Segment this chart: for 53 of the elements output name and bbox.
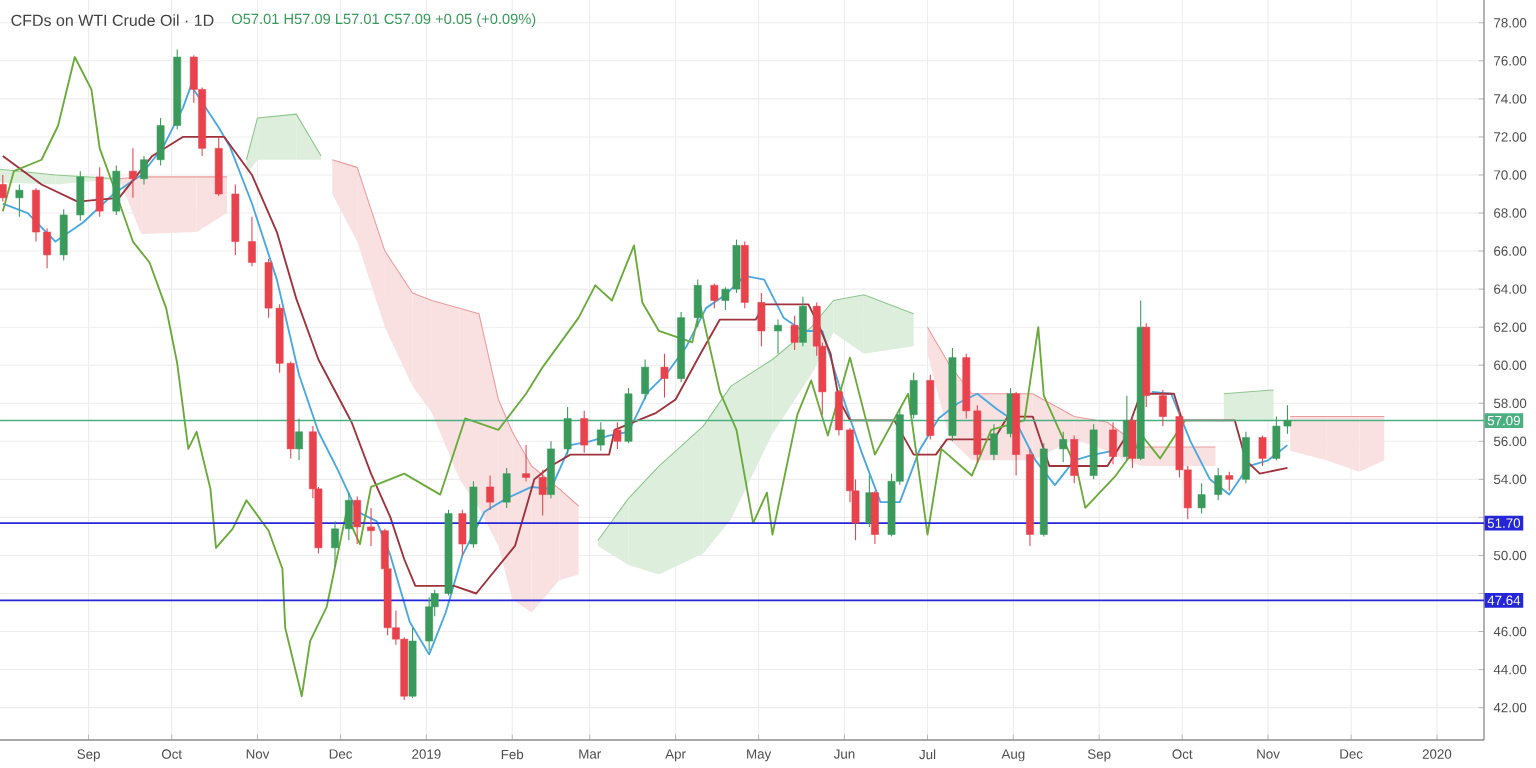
candlestick xyxy=(990,423,998,461)
candlestick xyxy=(156,117,165,167)
candlestick xyxy=(1089,423,1098,480)
candlestick xyxy=(660,353,669,399)
candlestick xyxy=(799,296,807,347)
candlestick xyxy=(502,467,511,509)
candlestick xyxy=(345,492,353,541)
candlestick xyxy=(757,292,766,347)
candlestick xyxy=(486,475,494,511)
candlestick xyxy=(538,469,547,517)
line-series xyxy=(1,56,1186,698)
candlestick xyxy=(1158,389,1167,427)
candlestick xyxy=(0,174,7,203)
candlestick xyxy=(641,358,649,400)
candlestick xyxy=(774,319,782,355)
candlestick xyxy=(1258,435,1267,467)
candlestick xyxy=(1059,431,1068,463)
candlestick xyxy=(522,444,530,482)
candlestick xyxy=(353,495,362,545)
candlestick xyxy=(563,406,572,456)
candlestick xyxy=(95,166,104,218)
candlestick xyxy=(547,440,555,499)
candlestick xyxy=(295,417,303,461)
candlestick xyxy=(1225,471,1234,492)
candlestick xyxy=(1197,482,1206,515)
candlestick xyxy=(59,208,68,262)
candlestick xyxy=(367,507,375,547)
candlestick xyxy=(693,279,702,328)
candlestick xyxy=(231,183,240,256)
candlestick xyxy=(1242,431,1250,484)
candlestick xyxy=(248,216,256,267)
candlestick xyxy=(790,315,799,351)
candlestick xyxy=(214,136,223,197)
candlestick xyxy=(331,520,339,568)
candlestick xyxy=(425,596,434,652)
candlestick xyxy=(710,282,719,309)
candlestick xyxy=(1070,435,1079,484)
candlestick xyxy=(1128,416,1137,469)
candlestick xyxy=(613,421,622,450)
candlestick xyxy=(129,147,137,199)
candlestick xyxy=(871,490,879,545)
candlestick xyxy=(140,155,148,186)
text: CFDs on WTI Crude Oil · 1D xyxy=(11,14,214,27)
candlestick xyxy=(596,421,605,452)
candlestick xyxy=(15,183,24,218)
candlestick xyxy=(458,509,467,556)
candlestick xyxy=(1109,421,1117,465)
candlestick xyxy=(624,387,633,444)
candlestick xyxy=(76,170,85,222)
candlestick xyxy=(580,410,589,454)
candlestick xyxy=(1214,467,1223,501)
candlestick xyxy=(112,164,121,216)
candlestick xyxy=(909,372,918,420)
